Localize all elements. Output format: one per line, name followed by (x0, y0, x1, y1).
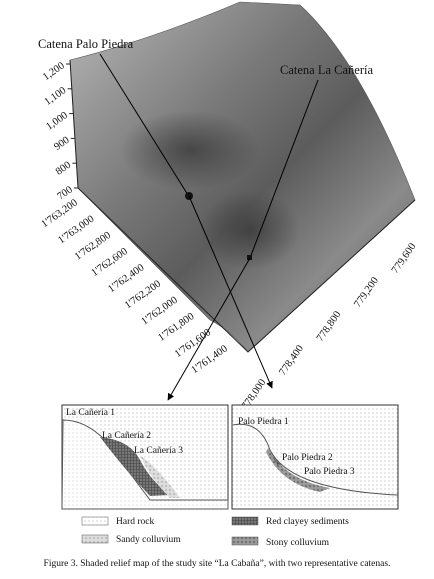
east-tick-label: 778,800 (315, 309, 344, 343)
callout-label: Catena La Cañería (280, 63, 373, 77)
inset-label: Palo Piedra 2 (282, 453, 333, 463)
east-tick-label: 778,400 (277, 343, 306, 377)
z-tick-label: 900 (52, 135, 71, 153)
legend: Hard rock Sandy colluvium Red clayey sed… (81, 516, 349, 548)
inset-label: La Cañería 3 (134, 446, 183, 456)
callouts: Catena Palo Piedra Catena La Cañería (38, 37, 373, 401)
inset-label: Palo Piedra 1 (238, 417, 289, 427)
inset-palo-piedra: Palo Piedra 1 Palo Piedra 2 Palo Piedra … (231, 404, 399, 510)
relief-map: 1,2001,1001,0009008007001'763,2001'763,0… (40, 1, 419, 412)
east-tick-label: 779,600 (390, 241, 419, 275)
z-tick-label: 1,000 (44, 110, 70, 133)
callout-label: Catena Palo Piedra (38, 37, 134, 51)
east-tick-label: 779,200 (352, 275, 381, 309)
inset-label: Palo Piedra 3 (304, 467, 355, 477)
inset-la-caneria: La Cañería 1 La Cañería 2 La Cañería 3 (61, 404, 229, 510)
legend-label: Sandy colluvium (116, 535, 181, 545)
inset-label: La Cañería 1 (66, 408, 115, 418)
z-tick-label: 1,200 (41, 60, 67, 83)
legend-label: Stony colluvium (266, 538, 330, 548)
z-tick-label: 800 (54, 160, 73, 178)
caption: Figure 3. Shaded relief map of the study… (44, 558, 391, 569)
legend-label: Hard rock (116, 517, 154, 527)
inset-label: La Cañería 2 (102, 431, 151, 441)
legend-label: Red clayey sediments (266, 517, 349, 527)
z-tick-label: 1,100 (43, 85, 69, 108)
